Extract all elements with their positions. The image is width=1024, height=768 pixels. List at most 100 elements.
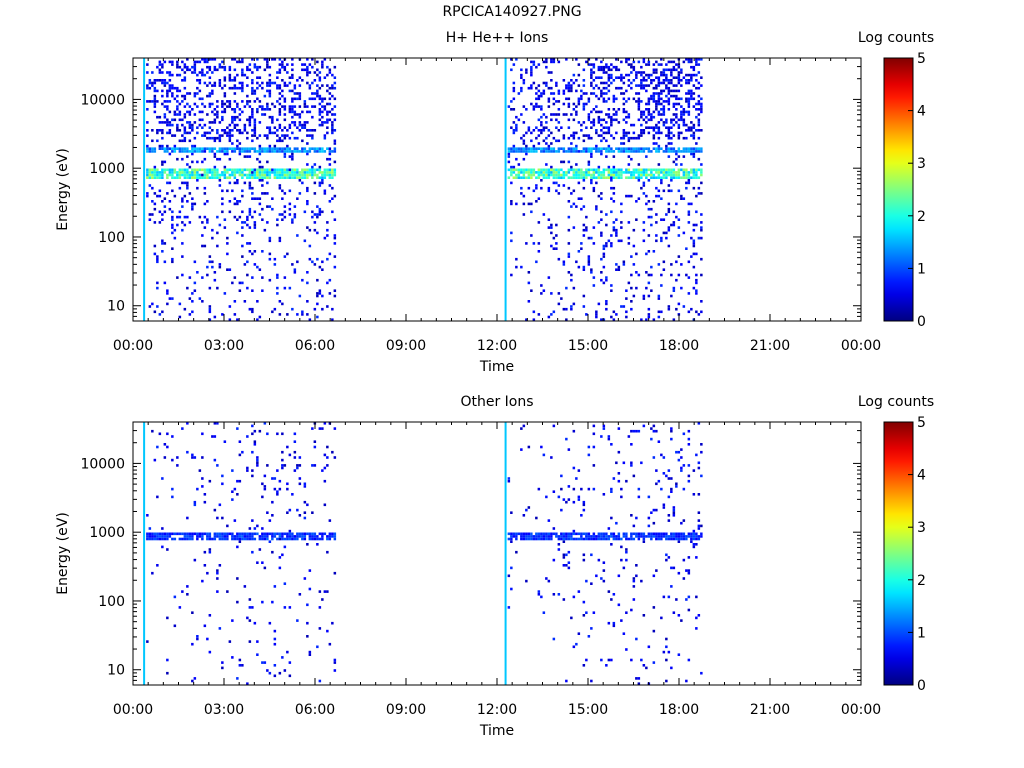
spectrogram-cell xyxy=(266,535,269,538)
spectrogram-cell xyxy=(281,60,284,64)
spectrogram-cell xyxy=(695,150,698,153)
spectrogram-cell xyxy=(562,564,566,567)
spectrogram-cell xyxy=(301,532,304,536)
spectrogram-cell xyxy=(178,210,182,214)
spectrogram-cell xyxy=(281,134,284,137)
spectrogram-cell xyxy=(677,134,681,137)
spectrogram-cell xyxy=(577,136,581,140)
spectrogram-cell xyxy=(542,176,546,179)
spectrogram-cell xyxy=(690,97,693,101)
spectrogram-cell xyxy=(278,487,282,491)
spectrogram-cell xyxy=(592,168,596,172)
spectrogram-cell xyxy=(231,147,234,150)
spectrogram-cell xyxy=(512,131,516,135)
spectrogram-cell xyxy=(298,113,302,116)
spectrogram-cell xyxy=(600,271,603,274)
spectrogram-cell xyxy=(183,136,187,140)
spectrogram-cell xyxy=(153,165,157,169)
spectrogram-cell xyxy=(700,671,703,675)
spectrogram-cell xyxy=(311,427,314,430)
spectrogram-cell xyxy=(188,535,192,538)
spectrogram-cell xyxy=(303,168,307,172)
spectrogram-cell xyxy=(640,176,643,179)
spectrogram-cell xyxy=(652,532,656,536)
spectrogram-cell xyxy=(191,108,194,111)
spectrogram-cell xyxy=(615,118,618,122)
spectrogram-cell xyxy=(191,642,194,646)
spectrogram-cell xyxy=(218,139,222,143)
spectrogram-cell xyxy=(156,305,159,308)
spectrogram-cell xyxy=(216,516,219,520)
spectrogram-cell xyxy=(525,71,528,74)
spectrogram-cell xyxy=(278,184,282,187)
spectrogram-cell xyxy=(637,108,641,111)
spectrogram-cell xyxy=(261,105,264,108)
spectrogram-cell xyxy=(660,181,663,185)
spectrogram-cell xyxy=(590,155,593,158)
spectrogram-cell xyxy=(316,231,319,235)
spectrogram-cell xyxy=(650,207,653,211)
spectrogram-cell xyxy=(565,537,568,541)
spectrogram-cell xyxy=(198,123,202,127)
spectrogram-cell xyxy=(672,94,676,98)
spectrogram-cell xyxy=(617,239,621,243)
spectrogram-cell xyxy=(687,260,691,264)
spectrogram-cell xyxy=(567,255,571,258)
spectrogram-cell xyxy=(276,223,279,227)
spectrogram-cell xyxy=(550,173,553,177)
spectrogram-cell xyxy=(243,537,247,541)
spectrogram-cell xyxy=(520,89,523,93)
spectrogram-cell xyxy=(203,564,207,567)
spectrogram-cell xyxy=(296,234,299,237)
spectrogram-cell xyxy=(201,537,204,541)
spectrogram-cell xyxy=(183,168,187,172)
spectrogram-cell xyxy=(186,102,189,106)
spectrogram-cell xyxy=(248,181,252,185)
spectrogram-cell xyxy=(301,310,304,314)
spectrogram-cell xyxy=(622,305,626,308)
spectrogram-cell xyxy=(333,218,337,221)
spectrogram-cell xyxy=(201,126,204,129)
spectrogram-cell xyxy=(201,168,204,172)
spectrogram-cell xyxy=(178,139,182,143)
spectrogram-cell xyxy=(208,102,212,106)
spectrogram-cell xyxy=(635,564,638,567)
spectrogram-cell xyxy=(311,165,314,169)
spectrogram-cell xyxy=(191,123,194,127)
spectrogram-cell xyxy=(622,632,626,635)
spectrogram-cell xyxy=(291,176,294,179)
spectrogram-cell xyxy=(281,173,284,177)
spectrogram-cell xyxy=(201,71,204,74)
spectrogram-cell xyxy=(525,147,528,150)
spectrogram-cell xyxy=(291,155,294,158)
spectrogram-cell xyxy=(333,139,337,143)
spectrogram-cell xyxy=(620,150,623,153)
spectrogram-cell xyxy=(166,176,169,179)
spectrogram-cell xyxy=(677,73,681,77)
spectrogram-cell xyxy=(193,532,197,536)
spectrogram-cell xyxy=(228,532,232,536)
spectrogram-cell xyxy=(311,115,314,119)
spectrogram-cell xyxy=(672,160,676,164)
spectrogram-cell xyxy=(276,493,279,496)
spectrogram-cell xyxy=(181,150,184,153)
spectrogram-cell xyxy=(281,466,284,470)
spectrogram-cell xyxy=(555,139,558,143)
spectrogram-cell xyxy=(677,234,681,237)
spectrogram-cell xyxy=(700,181,703,185)
spectrogram-cell xyxy=(665,637,668,641)
spectrogram-cell xyxy=(161,200,164,203)
spectrogram-cell xyxy=(682,123,686,127)
spectrogram-cell xyxy=(640,579,643,583)
spectrogram-cell xyxy=(665,73,668,77)
spectrogram-cell xyxy=(677,173,681,177)
spectrogram-cell xyxy=(670,566,673,570)
spectrogram-cell xyxy=(236,600,239,604)
spectrogram-cell xyxy=(281,553,284,557)
spectrogram-cell xyxy=(537,532,541,536)
spectrogram-cell xyxy=(600,218,603,221)
spectrogram-cell xyxy=(248,173,252,177)
spectrogram-cell xyxy=(333,234,337,237)
spectrogram-cell xyxy=(612,173,616,177)
spectrogram-cell xyxy=(587,118,591,122)
